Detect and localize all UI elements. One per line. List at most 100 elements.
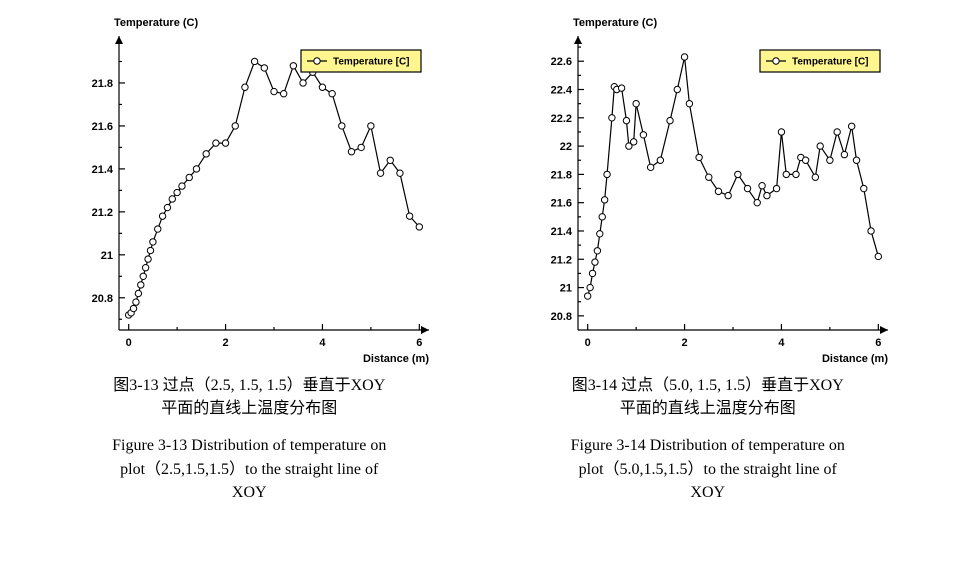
y-tick-label: 22.6 <box>550 56 571 68</box>
data-marker-icon <box>145 256 151 262</box>
data-marker-icon <box>633 100 639 106</box>
data-marker-icon <box>875 253 881 259</box>
chart-right: Temperature (C)Distance (m)024620.82121.… <box>508 10 908 370</box>
data-marker-icon <box>868 228 874 234</box>
data-marker-icon <box>696 154 702 160</box>
data-marker-icon <box>812 174 818 180</box>
data-marker-icon <box>715 188 721 194</box>
data-marker-icon <box>271 88 277 94</box>
page: Temperature (C) Distance (m) 0 2 4 6 20.8 21 21.… <box>0 0 957 572</box>
data-marker-icon <box>213 140 219 146</box>
caption-text: 平面的直线上温度分布图 <box>620 400 796 417</box>
data-marker-icon <box>174 189 180 195</box>
panel-left: Temperature (C)Distance (m)024620.82121.… <box>40 10 459 572</box>
data-marker-icon <box>834 129 840 135</box>
data-marker-icon <box>133 299 139 305</box>
y-tick-label: 21.2 <box>550 254 571 266</box>
data-marker-icon <box>194 166 200 172</box>
data-marker-icon <box>589 270 595 276</box>
data-marker-icon <box>754 199 760 205</box>
data-marker-icon <box>594 248 600 254</box>
data-marker-icon <box>148 247 154 253</box>
x-tick-label: 0 <box>584 337 590 349</box>
data-marker-icon <box>223 140 229 146</box>
data-marker-icon <box>378 170 384 176</box>
data-marker-icon <box>841 151 847 157</box>
data-marker-icon <box>681 54 687 60</box>
data-marker-icon <box>686 100 692 106</box>
data-marker-icon <box>387 157 393 163</box>
data-marker-icon <box>242 84 248 90</box>
data-marker-icon <box>252 58 258 64</box>
caption-text: 图3-14 过点（5.0, 1.5, 1.5）垂直于XOY <box>572 377 844 394</box>
caption-left: 图3-13 过点（2.5, 1.5, 1.5）垂直于XOY 平面的直线上温度分布… <box>49 374 449 504</box>
data-marker-icon <box>329 91 335 97</box>
y-tick-label: 21 <box>101 250 113 262</box>
caption-text: XOY <box>232 484 267 501</box>
y-tick-label: 21.6 <box>550 198 571 210</box>
x-axis-title: Distance (m) <box>822 353 888 365</box>
data-marker-icon <box>339 123 345 129</box>
data-marker-icon <box>155 226 161 232</box>
y-axis-title: Temperature (C) <box>573 17 657 29</box>
data-marker-icon <box>349 149 355 155</box>
data-marker-icon <box>203 151 209 157</box>
data-marker-icon <box>596 231 602 237</box>
data-marker-icon <box>319 84 325 90</box>
x-tick-label: 2 <box>223 337 229 349</box>
data-marker-icon <box>802 157 808 163</box>
data-marker-icon <box>232 123 238 129</box>
data-marker-icon <box>604 171 610 177</box>
caption-text: XOY <box>690 484 725 501</box>
data-marker-icon <box>587 284 593 290</box>
data-marker-icon <box>599 214 605 220</box>
data-marker-icon <box>763 192 769 198</box>
data-marker-icon <box>358 144 364 150</box>
data-marker-icon <box>657 157 663 163</box>
y-tick-label: 21.4 <box>92 164 114 176</box>
caption-text: plot（5.0,1.5,1.5）to the straight line of <box>579 461 837 478</box>
data-marker-icon <box>778 129 784 135</box>
data-marker-icon <box>300 80 306 86</box>
data-marker-icon <box>281 91 287 97</box>
data-marker-icon <box>623 117 629 123</box>
caption-left-cn: 图3-13 过点（2.5, 1.5, 1.5）垂直于XOY 平面的直线上温度分布… <box>49 374 449 420</box>
y-tick-label: 22.2 <box>550 113 571 125</box>
data-marker-icon <box>759 183 765 189</box>
caption-text: plot（2.5,1.5,1.5）to the straight line of <box>120 461 378 478</box>
data-marker-icon <box>164 204 170 210</box>
data-marker-icon <box>397 170 403 176</box>
y-tick-label: 20.8 <box>92 293 113 305</box>
x-tick-label: 4 <box>320 337 327 349</box>
data-marker-icon <box>592 259 598 265</box>
legend-marker-icon <box>314 58 320 64</box>
data-marker-icon <box>725 192 731 198</box>
data-marker-icon <box>179 183 185 189</box>
data-marker-icon <box>131 305 137 311</box>
x-tick-label: 6 <box>875 337 881 349</box>
data-marker-icon <box>848 123 854 129</box>
data-marker-icon <box>773 185 779 191</box>
data-marker-icon <box>368 123 374 129</box>
data-marker-icon <box>705 174 711 180</box>
caption-right-cn: 图3-14 过点（5.0, 1.5, 1.5）垂直于XOY 平面的直线上温度分布… <box>508 374 908 420</box>
y-tick-label: 21.6 <box>92 121 113 133</box>
data-marker-icon <box>143 265 149 271</box>
caption-text: Figure 3-13 Distribution of temperature … <box>112 437 386 454</box>
data-marker-icon <box>793 171 799 177</box>
y-tick-label: 20.8 <box>550 311 571 323</box>
x-tick-label: 2 <box>681 337 687 349</box>
data-marker-icon <box>290 63 296 69</box>
caption-right-en: Figure 3-14 Distribution of temperature … <box>508 434 908 504</box>
chart-right-svg: Temperature (C)Distance (m)024620.82121.… <box>508 10 908 370</box>
data-marker-icon <box>186 174 192 180</box>
data-marker-icon <box>826 157 832 163</box>
data-marker-icon <box>416 224 422 230</box>
data-marker-icon <box>407 213 413 219</box>
chart-left-svg: Temperature (C)Distance (m)024620.82121.… <box>49 10 449 370</box>
data-marker-icon <box>783 171 789 177</box>
y-axis-title: Temperature (C) <box>114 17 198 29</box>
x-tick-label: 6 <box>417 337 423 349</box>
y-tick-label: 22.4 <box>550 85 572 97</box>
data-marker-icon <box>140 273 146 279</box>
